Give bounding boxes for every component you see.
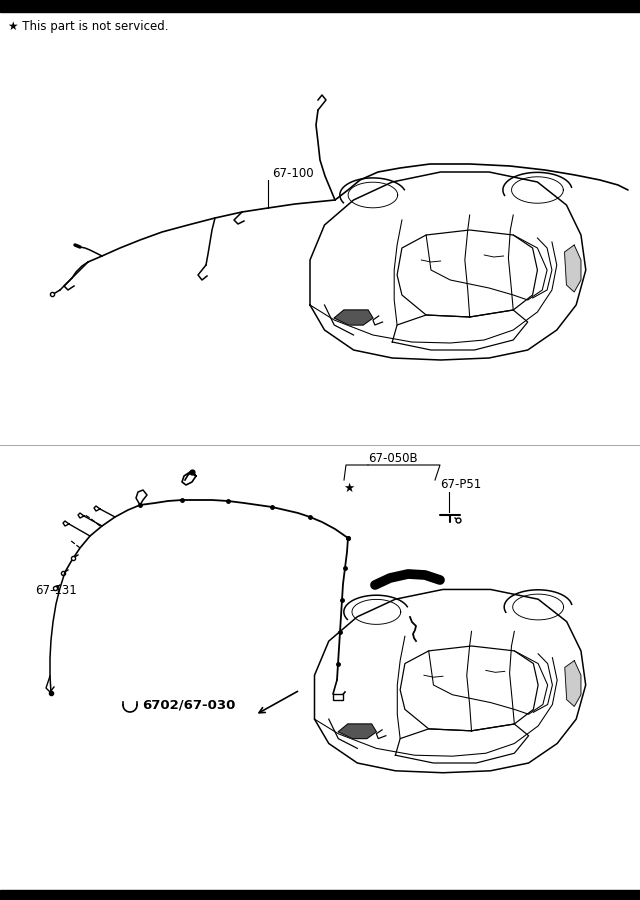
Text: 67-050B: 67-050B xyxy=(368,452,418,465)
Polygon shape xyxy=(564,245,581,292)
Polygon shape xyxy=(334,310,373,325)
Polygon shape xyxy=(339,724,376,739)
Text: ★: ★ xyxy=(344,482,355,494)
Text: ★ This part is not serviced.: ★ This part is not serviced. xyxy=(8,20,168,33)
Polygon shape xyxy=(564,661,581,707)
Text: 67-P51: 67-P51 xyxy=(440,479,481,491)
Text: 6702/67-030: 6702/67-030 xyxy=(142,698,236,712)
Bar xyxy=(333,694,343,700)
Text: 67-131: 67-131 xyxy=(35,583,77,597)
Text: 67-100: 67-100 xyxy=(272,167,314,180)
Bar xyxy=(0,0,640,12)
Bar xyxy=(0,890,640,900)
